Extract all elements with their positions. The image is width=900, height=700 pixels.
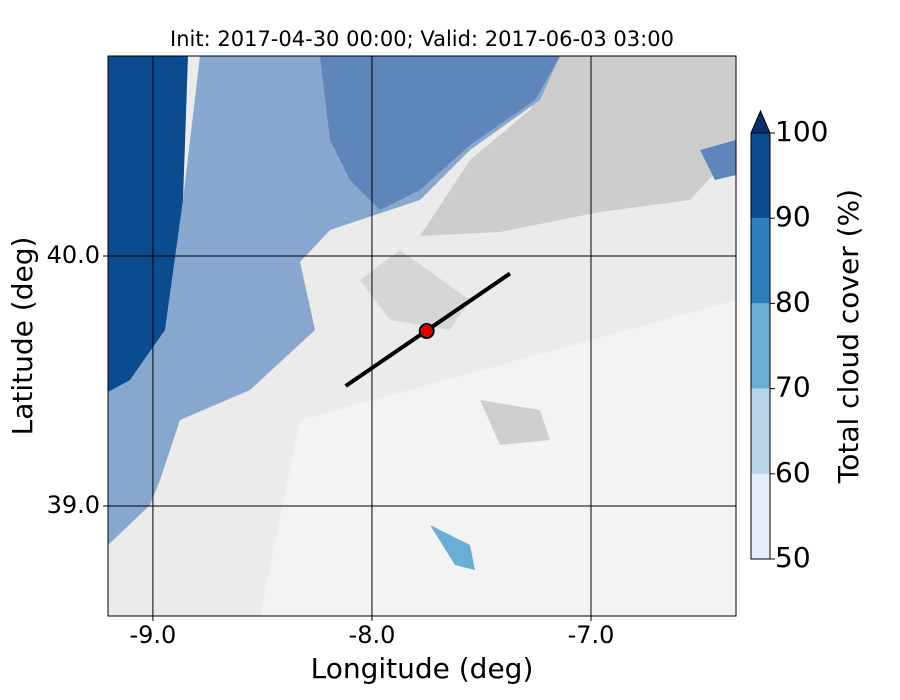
colorbar-frame — [750, 132, 771, 560]
colorbar-label: Total cloud cover (%) — [832, 189, 865, 484]
chart-title: Init: 2017-04-30 00:00; Valid: 2017-06-0… — [170, 27, 674, 51]
colorbar-bin — [751, 218, 770, 304]
colorbar-tick-label: 80 — [775, 285, 811, 318]
frame — [107, 55, 737, 617]
y-tick-label: 40.0 — [47, 241, 100, 269]
y-axis-label: Latitude (deg) — [6, 237, 39, 436]
x-tick-label: -9.0 — [129, 621, 176, 649]
cloud-70 — [108, 56, 560, 545]
x-tick-label: -8.0 — [349, 621, 396, 649]
site-marker — [418, 323, 435, 339]
colorbar-tick-label: 50 — [775, 541, 811, 574]
lowland — [260, 300, 736, 616]
x-tick-label: -7.0 — [568, 621, 615, 649]
highland — [360, 250, 470, 330]
colorbar-bin — [751, 473, 770, 559]
cloud-90 — [108, 56, 188, 392]
map-background — [108, 56, 736, 616]
y-tick-label: 39.0 — [47, 491, 100, 519]
colorbar-bin — [751, 303, 770, 389]
cloud-patch — [700, 140, 736, 180]
highland — [480, 400, 550, 445]
colorbar-tick-label: 70 — [775, 371, 811, 404]
cloud-patch — [430, 525, 475, 570]
cloud-80 — [320, 56, 560, 210]
colorbar-tick-label: 60 — [775, 456, 811, 489]
colorbar-tick-label: 100 — [775, 115, 828, 148]
colorbar-tick-label: 90 — [775, 200, 811, 233]
highland — [420, 56, 736, 236]
x-axis-label: Longitude (deg) — [311, 652, 534, 685]
colorbar-bin — [751, 388, 770, 474]
colorbar-extend — [750, 109, 771, 134]
grid — [108, 56, 736, 616]
colorbar-bin — [751, 133, 770, 219]
